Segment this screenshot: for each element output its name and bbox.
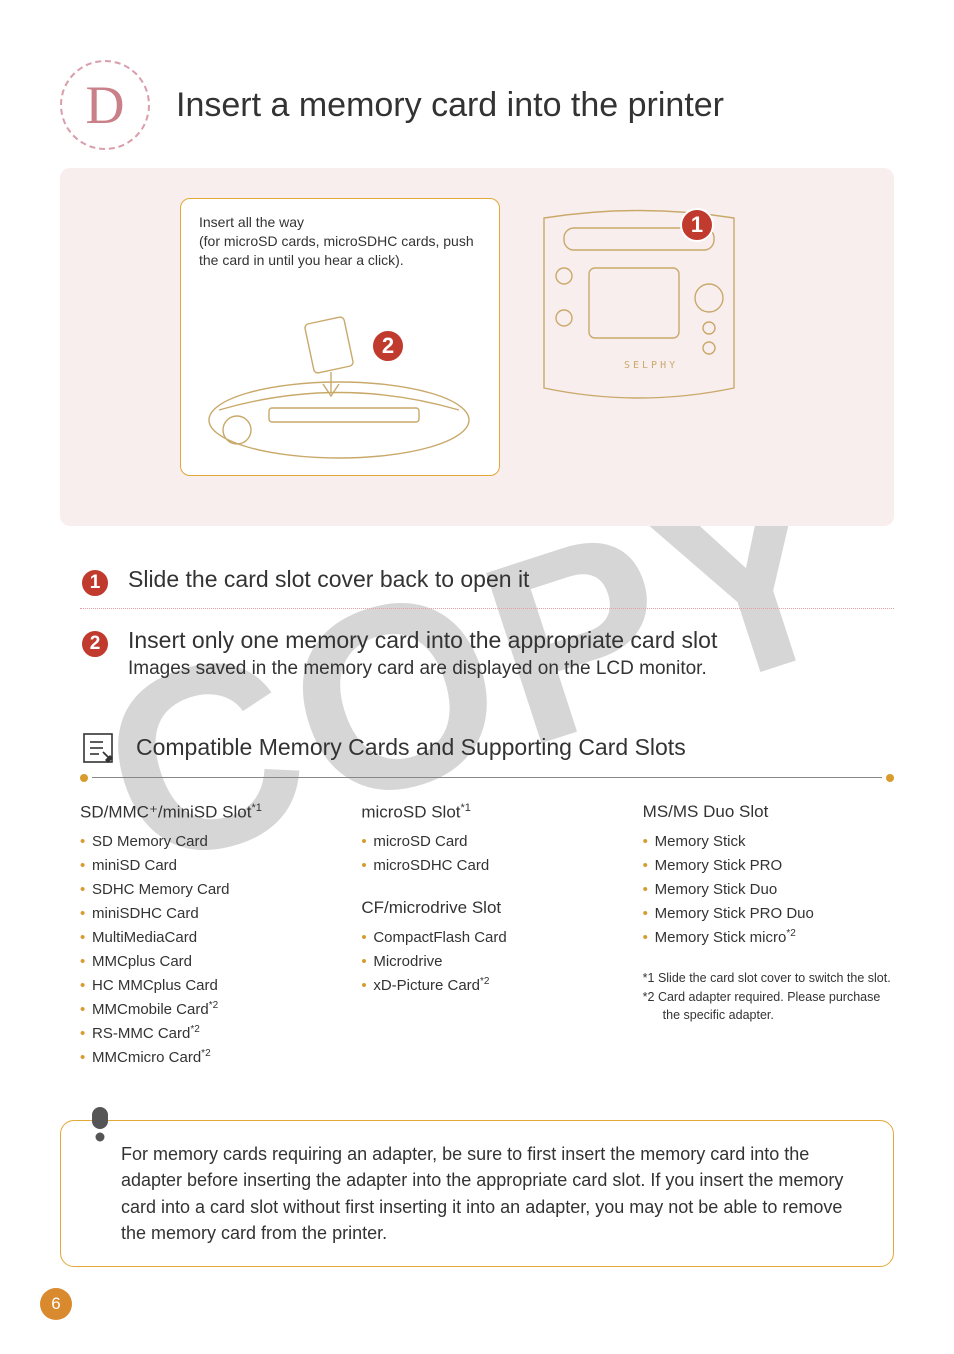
card-list-sd: SD Memory Card miniSD Card SDHC Memory C…: [80, 830, 331, 1070]
list-item: Memory Stick PRO: [643, 854, 894, 878]
list-item: MMCmicro Card*2: [80, 1046, 331, 1070]
illustration-step-badge-1: 1: [680, 208, 714, 242]
list-item: Memory Stick Duo: [643, 878, 894, 902]
compat-col-1: SD/MMC⁺/miniSD Slot*1 SD Memory Card min…: [80, 796, 331, 1071]
section-letter-badge: D: [60, 60, 150, 150]
card-list-microsd: microSD Card microSDHC Card: [361, 830, 612, 878]
warning-box: For memory cards requiring an adapter, b…: [60, 1120, 894, 1266]
footnote-1: *1 Slide the card slot cover to switch t…: [643, 970, 894, 988]
list-item: MMCplus Card: [80, 950, 331, 974]
compat-rule: [80, 774, 894, 782]
list-item: Memory Stick micro*2: [643, 926, 894, 950]
illustration-right-printer: SELPHY 1: [524, 198, 754, 418]
list-item: SD Memory Card: [80, 830, 331, 854]
step-2: 2 Insert only one memory card into the a…: [80, 627, 894, 680]
steps-list: 1 Slide the card slot cover back to open…: [80, 566, 894, 680]
slot-title-microsd: microSD Slot*1: [361, 802, 612, 823]
list-item: SDHC Memory Card: [80, 878, 331, 902]
svg-text:SELPHY: SELPHY: [624, 360, 678, 371]
card-list-ms: Memory Stick Memory Stick PRO Memory Sti…: [643, 830, 894, 950]
step-2-title: Insert only one memory card into the app…: [128, 627, 894, 654]
page-number: 6: [40, 1288, 72, 1320]
list-item: microSD Card: [361, 830, 612, 854]
compat-header: Compatible Memory Cards and Supporting C…: [80, 730, 894, 766]
list-item: miniSD Card: [80, 854, 331, 878]
list-item: Microdrive: [361, 950, 612, 974]
list-item: xD-Picture Card*2: [361, 974, 612, 998]
compat-col-3: MS/MS Duo Slot Memory Stick Memory Stick…: [643, 796, 894, 1071]
compat-title: Compatible Memory Cards and Supporting C…: [136, 734, 686, 761]
list-item: microSDHC Card: [361, 854, 612, 878]
warning-text: For memory cards requiring an adapter, b…: [121, 1141, 867, 1245]
list-item: MultiMediaCard: [80, 926, 331, 950]
slot-title-cf: CF/microdrive Slot: [361, 898, 612, 918]
illustration-left-callout: Insert all the way (for microSD cards, m…: [180, 198, 500, 476]
step-divider: [80, 608, 894, 609]
card-list-cf: CompactFlash Card Microdrive xD-Picture …: [361, 926, 612, 998]
list-item: Memory Stick PRO Duo: [643, 902, 894, 926]
compat-columns: SD/MMC⁺/miniSD Slot*1 SD Memory Card min…: [80, 796, 894, 1071]
step-2-subtitle: Images saved in the memory card are disp…: [128, 658, 894, 680]
footnotes: *1 Slide the card slot cover to switch t…: [643, 970, 894, 1025]
printer-front-illustration: SELPHY: [524, 198, 754, 418]
step-1-title: Slide the card slot cover back to open i…: [128, 566, 894, 593]
list-item: RS-MMC Card*2: [80, 1022, 331, 1046]
illustration-panel: Insert all the way (for microSD cards, m…: [60, 168, 894, 526]
step-1: 1 Slide the card slot cover back to open…: [80, 566, 894, 598]
note-icon: [80, 730, 116, 766]
list-item: MMCmobile Card*2: [80, 998, 331, 1022]
footnote-2: *2 Card adapter required. Please purchas…: [643, 989, 894, 1024]
list-item: Memory Stick: [643, 830, 894, 854]
step-1-badge: 1: [80, 568, 110, 598]
rule-dot-right: [886, 774, 894, 782]
compat-col-2: microSD Slot*1 microSD Card microSDHC Ca…: [361, 796, 612, 1071]
section-letter: D: [86, 74, 125, 136]
section-title: Insert a memory card into the printer: [176, 86, 724, 125]
slot-title-sd: SD/MMC⁺/miniSD Slot*1: [80, 802, 331, 823]
slot-title-ms: MS/MS Duo Slot: [643, 802, 894, 822]
list-item: HC MMCplus Card: [80, 974, 331, 998]
card-insert-illustration: [199, 280, 479, 460]
list-item: CompactFlash Card: [361, 926, 612, 950]
step-2-badge: 2: [80, 629, 110, 659]
illustration-caption: Insert all the way (for microSD cards, m…: [199, 213, 481, 270]
section-header: D Insert a memory card into the printer: [60, 60, 894, 150]
illustration-step-badge-2: 2: [371, 329, 405, 363]
warning-icon: [85, 1105, 115, 1143]
rule-dot-left: [80, 774, 88, 782]
list-item: miniSDHC Card: [80, 902, 331, 926]
